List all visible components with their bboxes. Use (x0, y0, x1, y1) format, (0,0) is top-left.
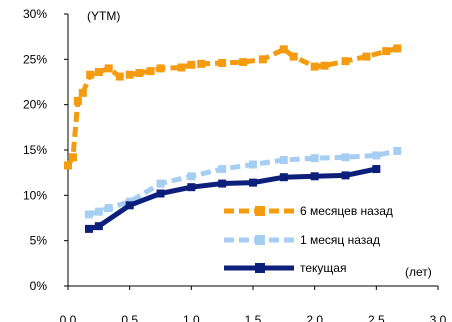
data-point (94, 222, 103, 231)
data-point (156, 64, 165, 73)
data-point (279, 155, 288, 164)
data-point (78, 88, 87, 97)
data-point (104, 204, 113, 213)
legend-swatch-marker (255, 206, 265, 216)
data-point (258, 55, 267, 64)
data-point (94, 68, 103, 77)
legend-item: 1 месяц назад (224, 233, 380, 247)
data-point (382, 47, 391, 56)
data-point (177, 63, 186, 72)
data-point (393, 44, 402, 53)
data-point (372, 165, 381, 174)
x-tick-label: 1.0 (183, 313, 200, 322)
data-point (393, 146, 402, 155)
y-tick-label: 30% (23, 7, 47, 21)
data-point (341, 57, 350, 66)
x-axis-ticks: 0.0 0.5 1.0 1.5 2.0 2.5 3.0 (60, 286, 447, 322)
y-tick-label: 5% (30, 234, 48, 248)
data-point (362, 52, 371, 61)
data-point (218, 58, 227, 67)
y-tick-label: 15% (23, 143, 47, 157)
data-point (279, 45, 288, 54)
legend-label: 6 месяцев назад (300, 204, 393, 218)
series-layer (64, 44, 402, 233)
data-point (146, 67, 155, 76)
data-point (187, 60, 196, 69)
data-point (320, 61, 329, 70)
x-tick-label: 1.5 (245, 313, 262, 322)
x-axis-label: (лет) (405, 265, 432, 279)
plot-area: 0% 5% 10% 15% 20% 25% 30% 0.0 0.5 1.0 1.5 2.0 2.5 3.… (23, 7, 447, 322)
legend-label: текущая (300, 261, 346, 275)
data-point (104, 64, 113, 73)
legend-swatch-marker (255, 263, 265, 273)
data-point (86, 70, 95, 79)
data-point (218, 179, 227, 188)
y-tick-label: 20% (23, 98, 47, 112)
legend-swatch-marker (255, 235, 265, 245)
data-point (115, 72, 124, 81)
y-tick-label: 0% (30, 279, 48, 293)
data-point (279, 173, 288, 182)
data-point (156, 179, 165, 188)
y-tick-label: 10% (23, 188, 47, 202)
data-point (125, 201, 134, 210)
data-point (218, 165, 227, 174)
y-axis-ticks: 0% 5% 10% 15% 20% 25% 30% (23, 7, 68, 293)
data-point (310, 62, 319, 71)
series-1 (64, 44, 402, 170)
data-point (310, 154, 319, 163)
data-point (239, 58, 248, 67)
data-point (289, 52, 298, 61)
x-tick-label: 0.0 (60, 313, 77, 322)
legend-item: 6 месяцев назад (224, 204, 393, 218)
data-point (125, 70, 134, 79)
y-axis-label: (YTM) (87, 9, 120, 23)
legend-label: 1 месяц назад (300, 233, 380, 247)
data-point (310, 172, 319, 181)
x-tick-label: 2.0 (306, 313, 323, 322)
data-point (249, 178, 257, 187)
data-point (197, 59, 206, 68)
data-point (73, 97, 82, 106)
data-point (341, 153, 350, 162)
data-point (84, 224, 93, 233)
x-tick-label: 2.5 (368, 313, 385, 322)
data-point (68, 153, 77, 162)
x-tick-label: 3.0 (430, 313, 447, 322)
legend-item: текущая (224, 261, 346, 275)
data-point (84, 210, 93, 219)
data-point (341, 171, 350, 180)
series-line (65, 46, 398, 167)
legend: 6 месяцев назад 1 месяц назад текущая (224, 204, 393, 275)
data-point (187, 183, 196, 192)
data-point (372, 151, 381, 160)
data-point (135, 68, 144, 77)
series-2 (84, 146, 402, 219)
data-point (64, 161, 72, 170)
y-tick-label: 25% (23, 52, 47, 66)
data-point (187, 172, 196, 181)
data-point (94, 207, 103, 216)
data-point (249, 160, 257, 169)
x-tick-label: 0.5 (121, 313, 138, 322)
data-point (156, 189, 165, 198)
series-3 (84, 165, 381, 233)
